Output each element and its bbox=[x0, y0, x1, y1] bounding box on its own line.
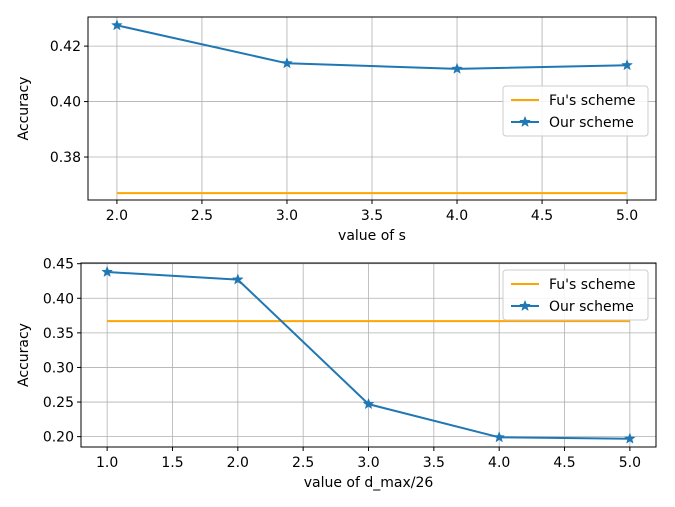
x-tick-label: 2.0 bbox=[106, 208, 128, 224]
series-our-scheme bbox=[110, 19, 634, 74]
data-point-star bbox=[231, 273, 244, 285]
y-tick-label: 0.40 bbox=[43, 291, 74, 307]
legend-label: Our scheme bbox=[549, 115, 634, 131]
series-line bbox=[116, 24, 628, 70]
x-tick-label: 3.5 bbox=[361, 208, 383, 224]
x-tick-label: 1.5 bbox=[161, 455, 183, 471]
y-tick-label: 0.45 bbox=[43, 257, 74, 273]
subplot-1: 2.0 2.5 3.0 3.5 4.0 4.5 5.0 0.38 0.40 0.42 value o… bbox=[16, 16, 657, 244]
x-tick-label: 4.5 bbox=[553, 455, 575, 471]
x-axis-label: value of d_max/26 bbox=[304, 475, 434, 491]
y-axis-label: Accuracy bbox=[16, 77, 32, 141]
y-tick-label: 0.30 bbox=[43, 360, 74, 376]
data-point-star bbox=[451, 62, 463, 74]
legend-box bbox=[502, 269, 649, 321]
data-point-star bbox=[621, 59, 634, 71]
data-point-star bbox=[281, 57, 293, 69]
series-our-scheme bbox=[101, 265, 636, 444]
legend-star-icon bbox=[519, 115, 531, 128]
y-tick-label: 0.35 bbox=[43, 326, 74, 342]
x-axis-label: value of s bbox=[338, 228, 406, 244]
x-tick-label: 2.5 bbox=[292, 455, 314, 471]
legend-label: Fu's scheme bbox=[549, 277, 635, 293]
x-tick-label: 4.0 bbox=[446, 208, 468, 224]
y-axis-label: Accuracy bbox=[16, 323, 32, 387]
y-tick-label: 0.40 bbox=[50, 95, 81, 111]
data-point-star bbox=[362, 397, 375, 410]
legend-box bbox=[502, 85, 649, 137]
x-tick-label: 5.0 bbox=[619, 455, 641, 471]
x-tick-label: 4.0 bbox=[488, 455, 510, 471]
x-tick-label: 4.5 bbox=[531, 208, 553, 224]
legend-label: Our scheme bbox=[549, 299, 634, 315]
y-tick-label: 0.20 bbox=[43, 430, 74, 446]
y-tick-label: 0.38 bbox=[50, 150, 81, 166]
legend: Fu's scheme Our scheme bbox=[502, 85, 649, 137]
subplot-2: 1.0 1.5 2.0 2.5 3.0 3.5 4.0 4.5 5.0 0.20 0.25 0.30 0… bbox=[16, 257, 657, 491]
data-point-star bbox=[623, 432, 636, 444]
y-tick-label: 0.25 bbox=[43, 395, 74, 411]
x-tick-label: 3.0 bbox=[276, 208, 298, 224]
x-tick-label: 5.0 bbox=[616, 208, 638, 224]
legend-star-icon bbox=[519, 299, 531, 312]
data-point-star bbox=[110, 19, 123, 31]
x-tick-label: 1.0 bbox=[96, 455, 118, 471]
grid bbox=[81, 263, 656, 447]
y-tick-label: 0.42 bbox=[50, 39, 81, 55]
x-tick-label: 2.0 bbox=[227, 455, 249, 471]
data-point-star bbox=[101, 265, 114, 278]
x-tick-label: 3.5 bbox=[423, 455, 445, 471]
x-tick-label: 3.0 bbox=[357, 455, 379, 471]
legend: Fu's scheme Our scheme bbox=[502, 269, 649, 321]
legend-label: Fu's scheme bbox=[549, 93, 635, 109]
data-point-star bbox=[493, 431, 506, 443]
x-tick-label: 2.5 bbox=[191, 208, 213, 224]
